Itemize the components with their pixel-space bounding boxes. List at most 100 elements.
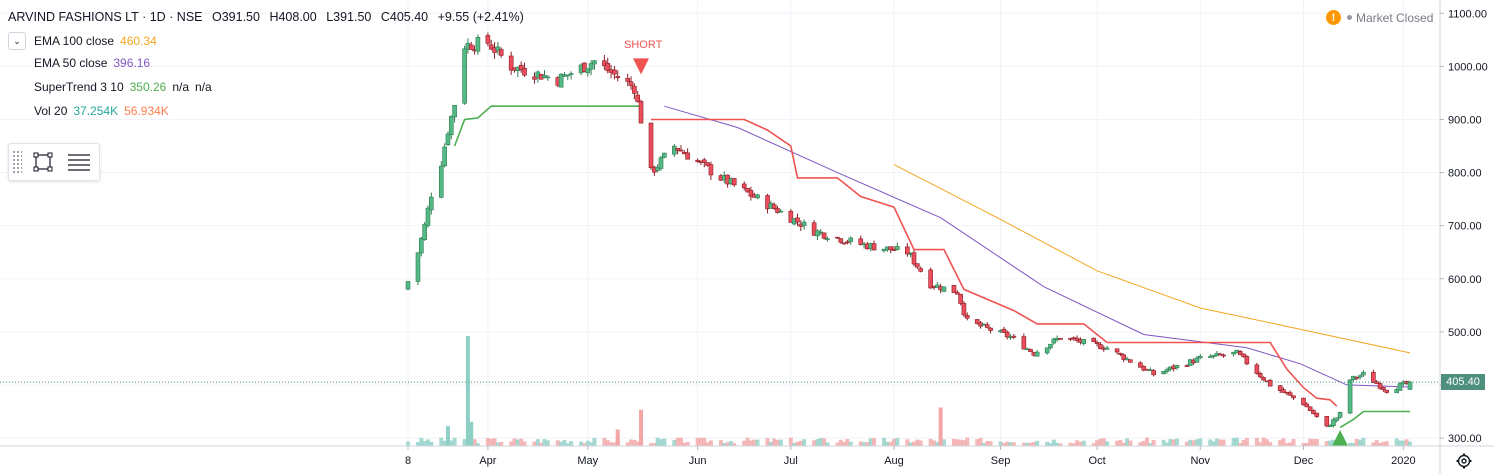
volume-bar bbox=[725, 442, 730, 446]
volume-bar bbox=[559, 441, 564, 446]
indicator-row-supertrend[interactable]: SuperTrend 3 10 350.26 n/a n/a bbox=[34, 80, 218, 94]
volume-bar bbox=[961, 440, 966, 446]
volume-bar bbox=[1211, 441, 1216, 446]
candle-body bbox=[1244, 356, 1250, 365]
candle-body bbox=[1128, 359, 1133, 363]
symbol-title[interactable]: ARVIND FASHIONS LT · 1D · NSE bbox=[8, 10, 203, 24]
volume-bar bbox=[1258, 442, 1263, 446]
volume-bar bbox=[935, 442, 940, 446]
indicator-row-ema50[interactable]: EMA 50 close 396.16 bbox=[34, 56, 156, 70]
candle-body bbox=[405, 281, 411, 290]
volume-bar bbox=[1288, 442, 1293, 446]
volume-bar bbox=[1118, 439, 1123, 446]
volume-bar bbox=[1005, 441, 1010, 446]
indicator-value: n/a bbox=[195, 80, 212, 94]
volume-bar bbox=[728, 440, 733, 446]
candle-body bbox=[1384, 389, 1389, 393]
candle-body bbox=[915, 263, 920, 268]
supertrend-down-line bbox=[651, 118, 1338, 407]
volume-bar bbox=[998, 441, 1003, 446]
candle-body bbox=[1148, 369, 1153, 372]
candle-body bbox=[568, 73, 574, 75]
candle-body bbox=[1141, 366, 1146, 371]
indicator-row-volume[interactable]: Vol 20 37.254K 56.934K bbox=[34, 104, 175, 118]
chevron-down-icon[interactable]: ⌄ bbox=[8, 32, 26, 50]
volume-bar bbox=[1105, 441, 1110, 446]
volume-bar bbox=[941, 439, 946, 446]
volume-bar bbox=[442, 440, 447, 446]
volume-bar bbox=[1051, 439, 1056, 446]
volume-bar bbox=[512, 438, 517, 446]
volume-bar bbox=[509, 441, 514, 446]
gear-icon[interactable] bbox=[1456, 453, 1472, 469]
volume-bar bbox=[1268, 442, 1273, 446]
volume-bar bbox=[698, 437, 703, 446]
last-price-tag: 405.40 bbox=[1441, 374, 1485, 391]
volume-bar bbox=[1214, 438, 1219, 446]
price-axis[interactable]: 1100.00 1000.00 900.00 800.00 700.00 600.00 50… bbox=[1439, 0, 1488, 474]
indicator-label: EMA 50 close bbox=[34, 56, 108, 70]
indicator-label: SuperTrend 3 10 bbox=[34, 80, 124, 94]
volume-bar bbox=[868, 438, 873, 446]
volume-bar bbox=[1398, 440, 1403, 446]
volume-bar bbox=[752, 439, 757, 446]
time-tick-label: 2020 bbox=[1391, 455, 1415, 467]
volume-bar bbox=[1075, 440, 1080, 446]
candle-body bbox=[488, 44, 494, 50]
horizontal-lines-icon[interactable] bbox=[64, 147, 94, 177]
drawing-tool-panel bbox=[8, 143, 100, 181]
candle-body bbox=[918, 268, 923, 272]
volume-bar bbox=[1138, 442, 1143, 446]
candle-body bbox=[565, 74, 571, 77]
warning-icon[interactable]: ! bbox=[1326, 10, 1341, 25]
price-tick-label: 600.00 bbox=[1448, 274, 1482, 286]
volume-bar bbox=[539, 442, 544, 446]
volume-spike bbox=[469, 421, 474, 446]
indicator-row-ema100[interactable]: ⌄ EMA 100 close 460.34 bbox=[8, 32, 163, 50]
candle-body bbox=[1381, 387, 1386, 390]
volume-bar bbox=[1198, 438, 1203, 446]
market-status[interactable]: ! Market Closed bbox=[1326, 10, 1433, 25]
volume-bar bbox=[895, 437, 900, 446]
volume-bar bbox=[1371, 442, 1376, 446]
volume-bar bbox=[415, 442, 420, 446]
volume-bar bbox=[1284, 443, 1289, 446]
drag-handle[interactable] bbox=[12, 150, 22, 174]
volume-bar bbox=[649, 443, 654, 446]
candle-body bbox=[462, 48, 467, 104]
candle-body bbox=[522, 67, 527, 76]
volume-bar bbox=[1278, 439, 1283, 446]
volume-bar bbox=[732, 443, 737, 446]
volume-bar bbox=[862, 442, 867, 446]
volume-bar bbox=[1174, 438, 1179, 446]
candle-body bbox=[675, 148, 680, 151]
indicator-value: 37.254K bbox=[73, 104, 119, 118]
volume-bar bbox=[429, 441, 434, 446]
volume-bar bbox=[1401, 440, 1406, 446]
volume-bar bbox=[888, 441, 893, 446]
volume-bar bbox=[788, 437, 793, 446]
candle-body bbox=[532, 76, 537, 80]
rectangle-tool-icon[interactable] bbox=[28, 147, 58, 177]
candle-body bbox=[1361, 372, 1366, 376]
time-tick-label: Oct bbox=[1089, 455, 1106, 467]
time-tick-label: Sep bbox=[991, 455, 1011, 467]
volume-bar bbox=[748, 440, 753, 446]
candle-body bbox=[888, 246, 893, 251]
volume-bar bbox=[555, 440, 560, 446]
candle-body bbox=[592, 60, 597, 65]
candle-body bbox=[632, 85, 637, 94]
time-axis[interactable]: 8 Apr May Jun Jul Aug Sep Oct Nov Dec 2020 bbox=[0, 445, 1494, 467]
candle-body bbox=[429, 196, 434, 211]
symbol-header[interactable]: ARVIND FASHIONS LT · 1D · NSE O391.50 H4… bbox=[8, 10, 524, 24]
signal-markers bbox=[0, 58, 1440, 447]
candle-body bbox=[615, 76, 621, 79]
volume-bar bbox=[965, 437, 970, 446]
ema50-line bbox=[664, 105, 1411, 388]
candle-body bbox=[984, 324, 990, 328]
candle-body bbox=[848, 237, 854, 242]
volume-bar bbox=[579, 441, 584, 446]
candle-body bbox=[858, 238, 864, 245]
candle-body bbox=[635, 94, 640, 102]
